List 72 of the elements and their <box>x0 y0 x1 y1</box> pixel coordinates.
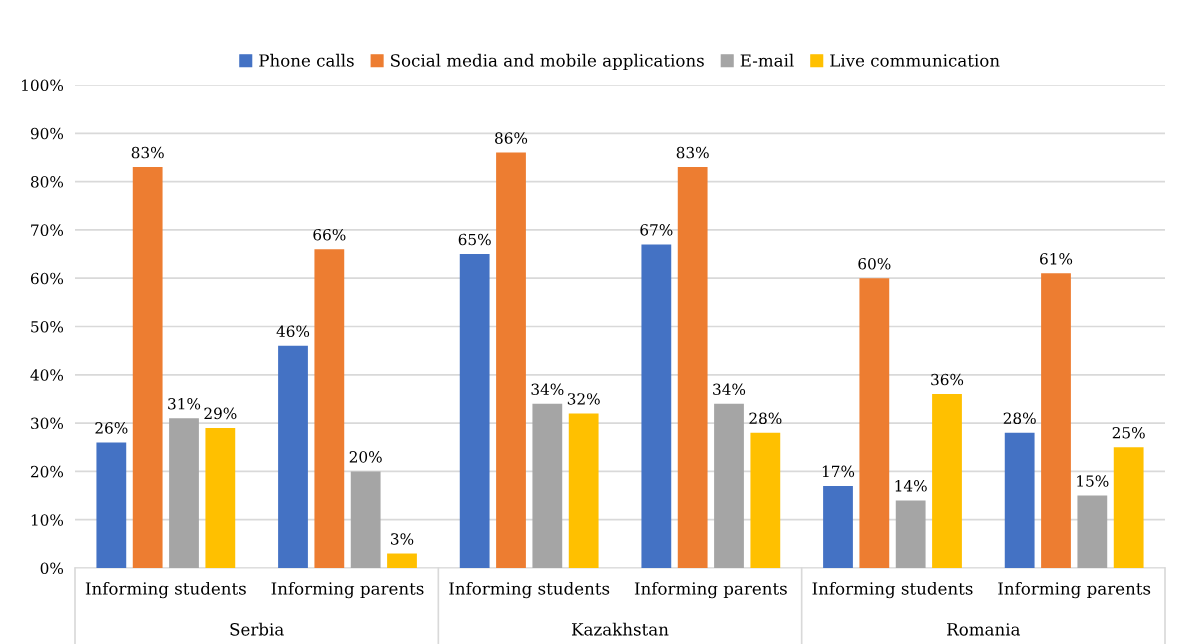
bar <box>1041 273 1071 568</box>
bar <box>677 167 708 568</box>
data-label: 29% <box>204 407 237 420</box>
bar <box>932 394 962 568</box>
legend-label: E-mail <box>740 53 794 67</box>
bar <box>314 249 345 568</box>
y-tick-label: 90% <box>30 127 64 140</box>
data-label: 65% <box>458 233 491 246</box>
y-tick-label: 80% <box>30 176 64 188</box>
bar <box>169 418 199 568</box>
text: Romania <box>947 623 1021 636</box>
data-label: 61% <box>1040 253 1073 265</box>
data-label: 28% <box>749 412 782 424</box>
data-label: 14% <box>895 480 927 492</box>
bar <box>1077 495 1108 568</box>
bar <box>823 485 853 568</box>
legend-label: Social media and mobile applications <box>391 53 704 70</box>
y-tick-label: 60% <box>30 272 64 285</box>
bar <box>532 403 563 568</box>
bar <box>641 244 672 568</box>
y-tick-label: 0% <box>40 562 64 575</box>
data-label: 83% <box>131 146 164 159</box>
y-tick-label: 30% <box>31 417 64 430</box>
y-tick-label: 70% <box>31 224 64 236</box>
bar <box>205 427 236 568</box>
bar <box>568 413 599 568</box>
bar <box>895 500 926 568</box>
data-label: 86% <box>495 132 528 144</box>
bar <box>350 471 381 568</box>
bar <box>496 152 526 568</box>
bar <box>278 345 308 568</box>
data-label: 83% <box>676 146 709 159</box>
data-label: 66% <box>313 228 346 241</box>
data-label: 20% <box>349 451 382 463</box>
data-label: 15% <box>1077 475 1109 487</box>
x-tick-label: Informing parents <box>998 581 1151 599</box>
data-label: 34% <box>713 383 746 396</box>
bar <box>387 553 417 568</box>
data-label: 60% <box>858 257 891 270</box>
data-label: 67% <box>640 224 673 236</box>
data-label: 28% <box>1003 412 1036 424</box>
text: Kazakhstan <box>571 622 669 636</box>
x-tick-label: Informing parents <box>634 581 787 599</box>
x-tick-label: Informing students <box>449 581 610 599</box>
data-label: 25% <box>1112 426 1145 439</box>
bar <box>859 278 890 568</box>
data-label: 17% <box>822 465 855 478</box>
bar <box>714 403 744 568</box>
data-label: 36% <box>931 373 964 386</box>
bar <box>750 432 781 568</box>
x-tick-label: Informing students <box>812 581 973 599</box>
y-tick-label: 10% <box>31 514 64 526</box>
bar <box>96 442 127 568</box>
data-label: 46% <box>276 325 310 338</box>
data-label: 32% <box>567 393 600 405</box>
y-tick-label: 50% <box>31 320 64 333</box>
x-tick-label: Informing parents <box>271 581 424 599</box>
x-tick-label: Informing students <box>85 581 246 599</box>
bar <box>1113 447 1144 568</box>
y-tick-label: 100% <box>22 79 64 92</box>
bar <box>132 167 163 568</box>
text: Serbia <box>230 622 284 636</box>
y-tick-label: 40% <box>30 369 64 381</box>
data-label: 26% <box>95 422 128 434</box>
bar <box>1004 432 1035 568</box>
bar <box>459 254 490 568</box>
data-label: 31% <box>168 397 201 410</box>
legend-label: Live communication <box>830 54 1000 67</box>
data-label: 34% <box>531 383 564 396</box>
legend-label: Phone calls <box>259 53 354 67</box>
data-label: 3% <box>391 533 414 545</box>
y-tick-label: 20% <box>30 465 64 478</box>
